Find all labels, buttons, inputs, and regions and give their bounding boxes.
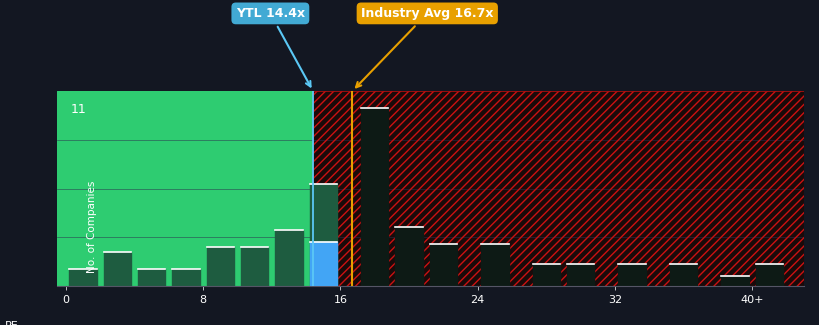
Text: YTL 14.4x: YTL 14.4x bbox=[236, 7, 310, 86]
Bar bbox=[241, 247, 268, 286]
Text: Industry Avg 16.7x: Industry Avg 16.7x bbox=[355, 7, 493, 87]
Bar bbox=[721, 276, 748, 286]
Bar bbox=[429, 244, 456, 286]
Bar bbox=[532, 264, 559, 286]
Bar bbox=[395, 227, 423, 286]
Bar bbox=[206, 247, 233, 286]
Bar bbox=[754, 264, 782, 286]
Bar bbox=[313, 91, 803, 286]
Text: PE: PE bbox=[5, 321, 19, 325]
Bar bbox=[310, 242, 337, 286]
Bar bbox=[360, 108, 388, 286]
Bar bbox=[313, 91, 803, 286]
Bar bbox=[275, 230, 302, 286]
Bar bbox=[669, 264, 696, 286]
Bar bbox=[103, 252, 131, 286]
Text: No. of Companies: No. of Companies bbox=[87, 180, 97, 273]
Bar bbox=[481, 244, 508, 286]
Bar bbox=[618, 264, 645, 286]
Text: 11: 11 bbox=[71, 103, 87, 116]
Bar bbox=[57, 91, 313, 286]
Bar bbox=[172, 269, 200, 286]
Bar bbox=[566, 264, 594, 286]
Bar bbox=[310, 184, 337, 286]
Bar bbox=[70, 269, 97, 286]
Bar bbox=[138, 269, 165, 286]
